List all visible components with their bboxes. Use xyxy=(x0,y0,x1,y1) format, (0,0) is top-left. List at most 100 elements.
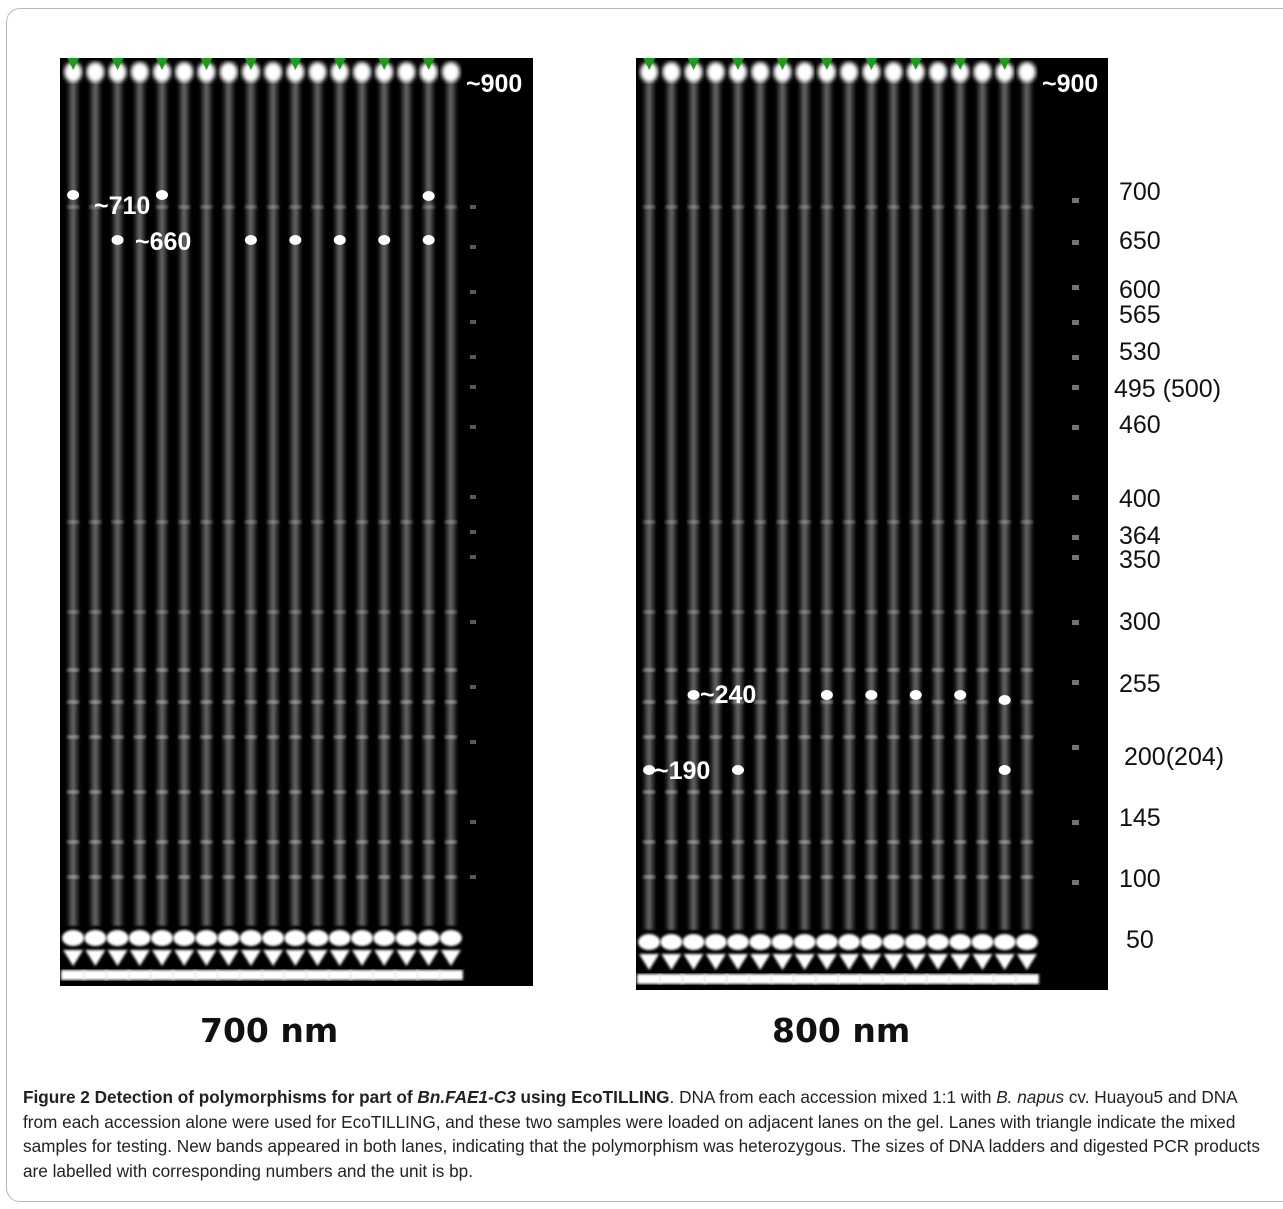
caption-species: B. napus xyxy=(996,1087,1065,1107)
gel-700nm-band-spot xyxy=(67,190,80,200)
gel-700nm-lane xyxy=(216,62,241,980)
gel-800nm-marker-triangle xyxy=(998,58,1011,70)
gel-700nm-lane xyxy=(327,62,352,980)
ladder-label: 350 xyxy=(1119,546,1161,574)
gel-800nm-band-spot xyxy=(732,765,744,775)
gel-700nm-lane xyxy=(305,62,330,980)
gel-800nm-lane xyxy=(748,62,773,984)
gel-800nm-lane xyxy=(637,62,662,984)
gel-700nm-marker-triangle xyxy=(333,58,346,70)
gel-700nm-lane xyxy=(172,62,197,980)
ladder-label: 364 xyxy=(1119,522,1161,550)
gel-700nm-marker-triangle xyxy=(111,58,124,70)
gel-700nm-marker-triangle xyxy=(244,58,257,70)
gel-800nm-lane xyxy=(881,62,906,984)
gel-800nm-band-spot xyxy=(998,765,1011,775)
gel-700nm-lanes xyxy=(61,58,476,980)
gel-700nm-band-spot xyxy=(333,235,346,245)
gel-800nm-lane xyxy=(770,62,795,984)
caption-gene: Bn.FAE1-C3 xyxy=(417,1087,516,1107)
band-label-700-660: ~660 xyxy=(135,228,192,256)
gel-700nm-lane xyxy=(438,62,463,980)
gel-800nm-band-spot xyxy=(820,690,833,700)
gel-800nm-marker-triangle xyxy=(820,58,833,70)
gel-700nm-lane xyxy=(61,62,86,980)
gel-800nm-marker-triangle xyxy=(909,58,922,70)
gel-700nm-band-spot xyxy=(422,191,435,201)
band-label-800-240: ~240 xyxy=(700,681,757,709)
gel-800nm-lane xyxy=(903,62,928,984)
panel-label-700nm: 700 nm xyxy=(200,1011,339,1050)
gel-800nm-marker-triangle xyxy=(732,58,744,70)
band-label-800-900: ~900 xyxy=(1042,70,1099,98)
gel-700nm-band-spot xyxy=(378,235,391,245)
gel-800nm-band-spot xyxy=(998,695,1011,705)
ladder-label: 460 xyxy=(1119,411,1161,439)
panel-label-800nm: 800 nm xyxy=(772,1011,911,1050)
gel-800nm-lane xyxy=(726,62,750,984)
band-label-700-710: ~710 xyxy=(94,192,151,220)
gel-800nm-band-spot xyxy=(865,690,878,700)
ladder-label: 145 xyxy=(1119,804,1161,832)
gel-800nm-lanes xyxy=(637,58,1079,984)
gel-700nm-lane xyxy=(238,62,263,980)
gel-700nm-lane xyxy=(350,62,374,980)
gel-700nm-marker-triangle xyxy=(289,58,302,70)
gel-700nm-lane xyxy=(416,62,441,980)
ladder-label: 100 xyxy=(1119,865,1161,893)
gel-700nm-lane xyxy=(83,62,108,980)
gel-800nm-lane xyxy=(681,62,706,984)
gel-700nm-lane xyxy=(394,62,419,980)
gel-800nm-lane xyxy=(992,62,1017,984)
gel-800nm-lane xyxy=(970,62,995,984)
gel-800nm-marker-triangle xyxy=(865,58,878,70)
ladder-label: 530 xyxy=(1119,338,1161,366)
caption-title-pre: Detection of polymorphisms for part of xyxy=(94,1087,418,1107)
gel-700nm-band-spot xyxy=(156,190,168,200)
ladder-label: 300 xyxy=(1119,608,1161,636)
gel-800nm-lane xyxy=(859,62,884,984)
gel-700nm-lane xyxy=(261,62,286,980)
ladder-label: 200(204) xyxy=(1124,743,1225,771)
gel-800nm-marker-triangle xyxy=(776,58,789,70)
gel-700nm-band-spot xyxy=(289,235,302,245)
gel-800nm-lane xyxy=(659,62,684,984)
band-label-700-900: ~900 xyxy=(466,70,523,98)
ladder-label: 565 xyxy=(1119,301,1161,329)
figure-caption: Figure 2 Detection of polymorphisms for … xyxy=(23,1085,1273,1183)
gel-800nm-band-spot xyxy=(687,690,700,700)
ladder-label: 495 (500) xyxy=(1114,375,1222,403)
gel-700nm-marker-triangle xyxy=(422,58,435,70)
gel-700nm-band-spot xyxy=(422,235,435,245)
gel-800nm-band-spot xyxy=(909,690,922,700)
ladder-label: 255 xyxy=(1119,670,1161,698)
gel-700nm-marker-triangle xyxy=(378,58,391,70)
caption-title-post: using EcoTILLING xyxy=(515,1087,670,1107)
band-label-800-190: ~190 xyxy=(654,757,711,785)
gel-800nm-lane xyxy=(926,62,950,984)
gel-800nm-marker-triangle xyxy=(687,58,700,70)
gel-800nm-band-spot xyxy=(643,765,656,775)
gel-700nm-marker-triangle xyxy=(156,58,168,70)
gel-800nm-lane xyxy=(814,62,839,984)
gel-700nm-lane xyxy=(283,62,308,980)
ladder-label: 600 xyxy=(1119,276,1161,304)
gel-700nm-band-spot xyxy=(111,235,124,245)
gel-800nm-lane xyxy=(948,62,973,984)
gel-800nm-lane xyxy=(792,62,817,984)
ladder-label: 400 xyxy=(1119,485,1161,513)
gel-700nm-lane xyxy=(150,62,174,980)
caption-figure-label: Figure 2 xyxy=(23,1087,90,1107)
ladder-label: 50 xyxy=(1126,926,1154,954)
gel-800nm-lane xyxy=(703,62,728,984)
gel-700nm-marker-triangle xyxy=(200,58,213,70)
gel-700nm-lane xyxy=(194,62,219,980)
ladder-label: 700 xyxy=(1119,178,1161,206)
gel-700nm-lane xyxy=(127,62,152,980)
ladder-label: 650 xyxy=(1119,227,1161,255)
gel-700nm-lane xyxy=(372,62,397,980)
gel-700nm-band-spot xyxy=(244,235,257,245)
gel-700nm-marker-triangle xyxy=(67,58,80,70)
gel-800nm-lane xyxy=(1014,62,1039,984)
